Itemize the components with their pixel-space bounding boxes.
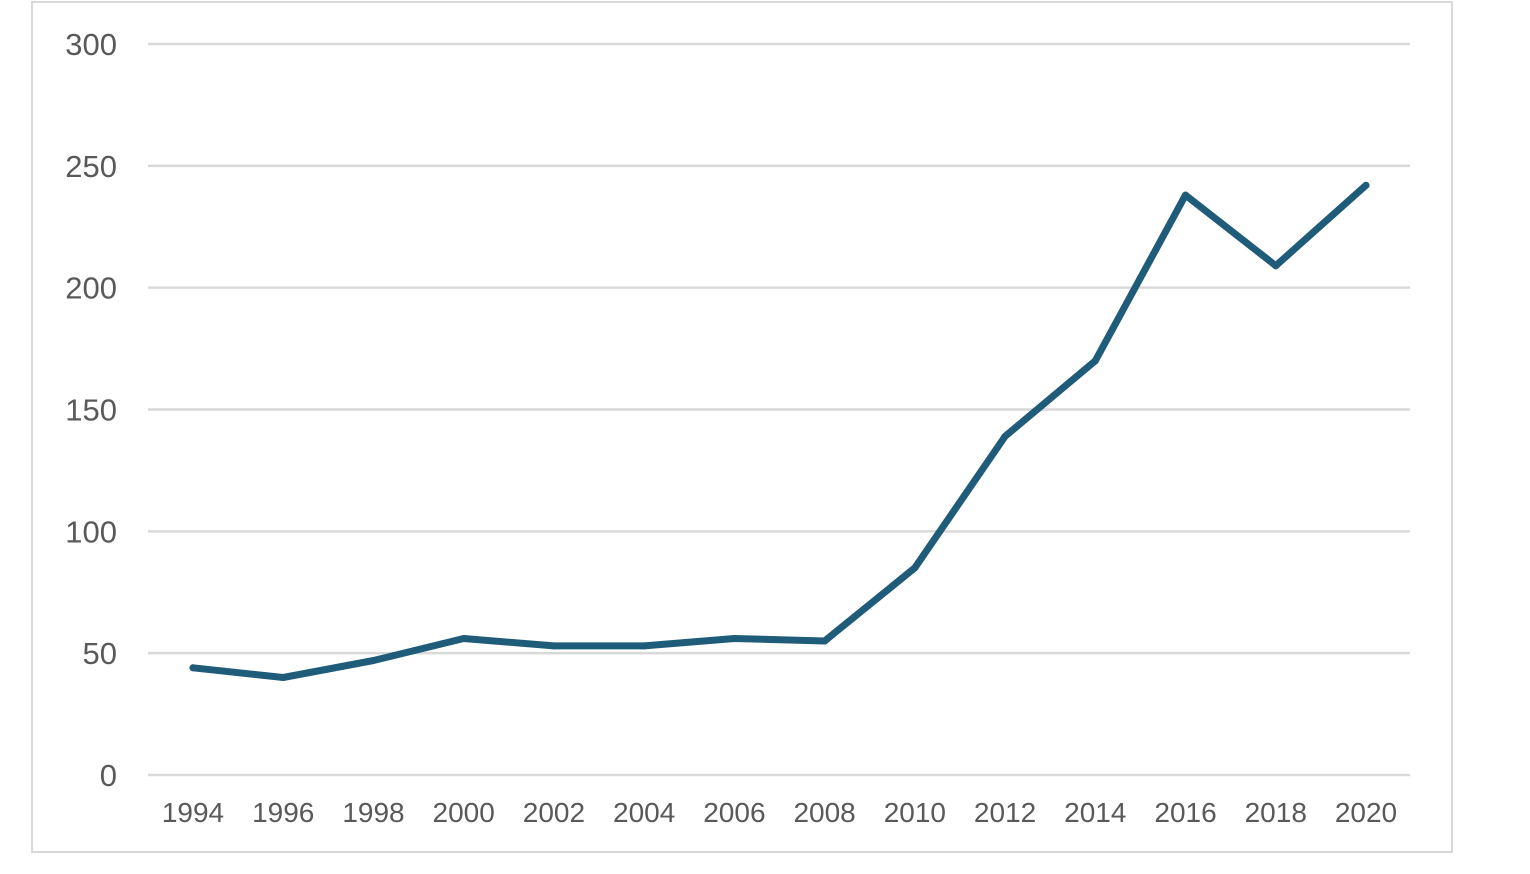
data-point (1182, 191, 1190, 199)
y-axis-ticks: 0 50 100 150 200 250 300 (65, 27, 117, 793)
x-tick-label: 1998 (342, 797, 404, 828)
x-tick-label: 2012 (974, 797, 1036, 828)
data-point (911, 564, 919, 572)
y-tick-label: 300 (65, 27, 117, 62)
data-point (189, 664, 197, 672)
data-point (1091, 357, 1099, 365)
x-tick-label: 1996 (252, 797, 314, 828)
data-point (1362, 181, 1370, 189)
x-tick-label: 2000 (433, 797, 495, 828)
chart-frame (31, 1, 1453, 853)
data-point (369, 656, 377, 664)
x-tick-label: 2002 (523, 797, 585, 828)
x-tick-label: 2010 (884, 797, 946, 828)
gridlines (148, 42, 1410, 777)
y-tick-label: 0 (100, 758, 117, 793)
data-point (1001, 432, 1009, 440)
data-point (279, 674, 287, 682)
x-tick-label: 1994 (162, 797, 224, 828)
data-point (1272, 262, 1280, 270)
data-point (460, 635, 468, 643)
y-tick-label: 250 (65, 149, 117, 184)
x-axis-ticks: 1994 1996 1998 2000 2002 2004 2006 2008 2010 2012… (162, 797, 1397, 828)
data-point (550, 642, 558, 650)
x-tick-label: 2018 (1245, 797, 1307, 828)
x-tick-label: 2008 (793, 797, 855, 828)
series-group (189, 181, 1370, 682)
x-tick-label: 2006 (703, 797, 765, 828)
x-tick-label: 2014 (1064, 797, 1126, 828)
data-point (821, 637, 829, 645)
series-line-0 (189, 181, 1370, 681)
y-tick-label: 100 (65, 514, 117, 549)
y-tick-label: 200 (65, 271, 117, 306)
data-point (640, 642, 648, 650)
data-point (730, 635, 738, 643)
x-tick-label: 2016 (1154, 797, 1216, 828)
y-tick-label: 50 (83, 636, 117, 671)
x-tick-label: 2020 (1335, 797, 1397, 828)
x-tick-label: 2004 (613, 797, 675, 828)
y-tick-label: 150 (65, 393, 117, 428)
